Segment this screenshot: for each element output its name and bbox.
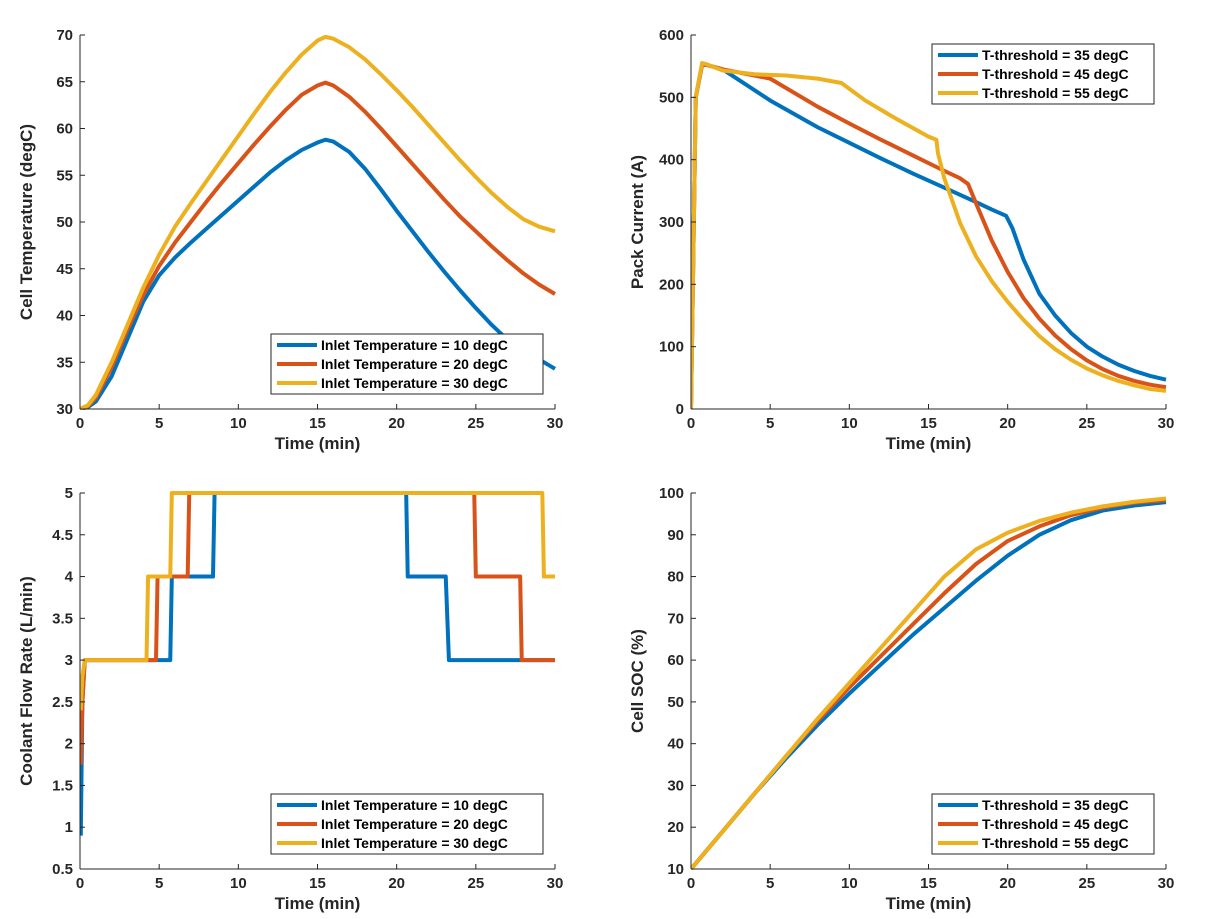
cell-soc-legend-label-2: T-threshold = 45 degC [982, 816, 1129, 832]
coolant-flow-rate-series-line-3 [80, 491, 555, 711]
cell-temperature-legend: Inlet Temperature = 10 degC Inlet Tempera… [270, 333, 544, 395]
cell-soc-y-tick-label: 70 [667, 610, 684, 627]
cell-soc-y-tick-label: 90 [667, 527, 684, 544]
coolant-flow-rate-y-tick-label: 2.5 [52, 694, 73, 711]
cell-soc-x-tick-label: 30 [1158, 875, 1175, 892]
cell-soc-y-tick-label: 50 [667, 694, 684, 711]
cell-temperature-series-line-3 [80, 34, 556, 410]
cell-soc-y-tick-label: 40 [667, 736, 684, 753]
coolant-flow-rate-y-tick-label: 0.5 [52, 861, 73, 878]
pack-current-x-tick-label: 20 [999, 415, 1016, 432]
pack-current-legend-label-1: T-threshold = 35 degC [982, 47, 1129, 63]
cell-soc-y-tick-label: 10 [667, 861, 684, 878]
cell-soc-legend: T-threshold = 35 degC T-threshold = 45 de… [931, 793, 1155, 855]
cell-temperature-y-tick-label: 65 [56, 74, 73, 91]
pack-current-x-tick-label: 5 [766, 415, 774, 432]
pack-current-x-tick-label: 15 [920, 415, 937, 432]
pack-current-y-tick-label: 400 [659, 152, 684, 169]
coolant-flow-rate-plot: 0 5 10 15 20 25 30 0.5 1 1.5 2 2.5 3 3.5 4 4.5 5 Time (mi… [17, 485, 563, 913]
pack-current-x-axis-label: Time (min) [886, 434, 972, 453]
cell-soc-x-tick-label: 20 [999, 875, 1016, 892]
cell-temperature-x-tick-label: 20 [388, 415, 405, 432]
cell-temperature-series-line-2 [80, 80, 556, 410]
cell-soc-plot: 0 5 10 15 20 25 30 10 20 30 40 50 60 70 80 90 100 Time (m… [628, 485, 1174, 913]
coolant-flow-rate-y-tick-label: 4.5 [52, 527, 73, 544]
cell-temperature-y-tick-label: 40 [56, 308, 73, 325]
cell-temperature-y-tick-label: 30 [56, 401, 73, 418]
coolant-flow-rate-legend: Inlet Temperature = 10 degC Inlet Tempera… [270, 793, 544, 855]
pack-current-legend: T-threshold = 35 degC T-threshold = 45 de… [931, 43, 1155, 105]
pack-current-series-line-3 [691, 61, 1167, 410]
coolant-flow-rate-y-tick-label: 3.5 [52, 610, 73, 627]
cell-temperature-plot: 0 5 10 15 20 25 30 30 35 40 45 50 55 60 65 70 Time (min)… [17, 27, 563, 453]
coolant-flow-rate-x-tick-label: 25 [467, 875, 484, 892]
cell-temperature-y-tick-label: 35 [56, 354, 73, 371]
coolant-flow-rate-y-tick-label: 2 [65, 736, 73, 753]
coolant-flow-rate-y-tick-label: 4 [65, 569, 74, 586]
pack-current-y-tick-label: 200 [659, 276, 684, 293]
cell-temperature-y-tick-label: 60 [56, 121, 73, 138]
cell-temperature-y-tick-label: 55 [56, 167, 73, 184]
pack-current-x-tick-label: 25 [1078, 415, 1095, 432]
cell-soc-x-tick-label: 10 [841, 875, 858, 892]
pack-current-x-tick-label: 30 [1158, 415, 1175, 432]
cell-soc-legend-label-3: T-threshold = 55 degC [982, 835, 1129, 851]
cell-temperature-y-tick-label: 45 [56, 261, 73, 278]
cell-soc-x-tick-label: 5 [766, 875, 774, 892]
cell-temperature-x-tick-label: 30 [547, 415, 564, 432]
coolant-flow-rate-x-axis-label: Time (min) [275, 894, 361, 913]
coolant-flow-rate-legend-label-3: Inlet Temperature = 30 degC [321, 835, 508, 851]
coolant-flow-rate-y-tick-label: 1.5 [52, 777, 73, 794]
cell-temperature-x-tick-label: 10 [230, 415, 247, 432]
cell-temperature-y-axis-label: Cell Temperature (degC) [17, 124, 36, 320]
cell-temperature-x-tick-label: 15 [309, 415, 326, 432]
cell-temperature-x-tick-label: 5 [155, 415, 163, 432]
cell-soc-y-tick-label: 80 [667, 569, 684, 586]
coolant-flow-rate-x-tick-label: 10 [230, 875, 247, 892]
pack-current-legend-label-2: T-threshold = 45 degC [982, 66, 1129, 82]
pack-current-legend-label-3: T-threshold = 55 degC [982, 85, 1129, 101]
cell-soc-series-line-3 [691, 496, 1167, 870]
cell-temperature-x-tick-label: 25 [467, 415, 484, 432]
cell-soc-y-tick-label: 60 [667, 652, 684, 669]
coolant-flow-rate-x-tick-label: 0 [76, 875, 84, 892]
cell-soc-y-tick-label: 100 [659, 485, 684, 502]
pack-current-x-tick-label: 10 [841, 415, 858, 432]
cell-temperature-legend-label-1: Inlet Temperature = 10 degC [321, 337, 508, 353]
cell-temperature-y-tick-label: 50 [56, 214, 73, 231]
pack-current-x-tick-label: 0 [687, 415, 695, 432]
cell-soc-y-axis-label: Cell SOC (%) [628, 629, 647, 733]
cell-soc-x-tick-label: 0 [687, 875, 695, 892]
coolant-flow-rate-y-tick-label: 1 [65, 819, 73, 836]
cell-soc-x-tick-label: 25 [1078, 875, 1095, 892]
pack-current-y-axis-label: Pack Current (A) [628, 155, 647, 289]
pack-current-y-tick-label: 300 [659, 214, 684, 231]
pack-current-y-tick-label: 100 [659, 339, 684, 356]
coolant-flow-rate-y-tick-label: 3 [65, 652, 73, 669]
cell-temperature-legend-label-3: Inlet Temperature = 30 degC [321, 375, 508, 391]
cell-soc-y-tick-label: 30 [667, 777, 684, 794]
cell-temperature-series-line-1 [80, 137, 556, 410]
coolant-flow-rate-x-tick-label: 5 [155, 875, 163, 892]
coolant-flow-rate-x-tick-label: 30 [547, 875, 564, 892]
cell-temperature-y-tick-label: 70 [56, 27, 73, 44]
coolant-flow-rate-y-tick-label: 5 [65, 485, 73, 502]
pack-current-y-tick-label: 600 [659, 27, 684, 44]
coolant-flow-rate-y-axis-label: Coolant Flow Rate (L/min) [17, 576, 36, 786]
cell-soc-y-tick-label: 20 [667, 819, 684, 836]
cell-temperature-x-tick-label: 0 [76, 415, 84, 432]
coolant-flow-rate-x-tick-label: 15 [309, 875, 326, 892]
cell-soc-x-axis-label: Time (min) [886, 894, 972, 913]
coolant-flow-rate-legend-label-2: Inlet Temperature = 20 degC [321, 816, 508, 832]
cell-temperature-x-axis-label: Time (min) [275, 434, 361, 453]
pack-current-y-tick-label: 0 [676, 401, 684, 418]
cell-soc-x-tick-label: 15 [920, 875, 937, 892]
cell-temperature-legend-label-2: Inlet Temperature = 20 degC [321, 356, 508, 372]
coolant-flow-rate-legend-label-1: Inlet Temperature = 10 degC [321, 797, 508, 813]
pack-current-y-tick-label: 500 [659, 89, 684, 106]
cell-soc-legend-label-1: T-threshold = 35 degC [982, 797, 1129, 813]
coolant-flow-rate-x-tick-label: 20 [388, 875, 405, 892]
